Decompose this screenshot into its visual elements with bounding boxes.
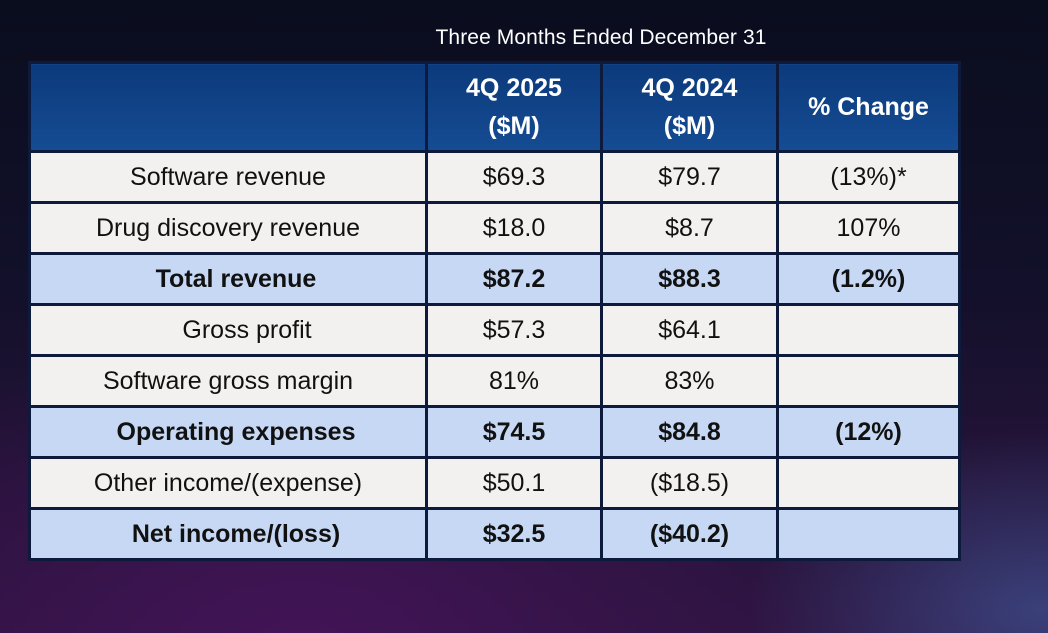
value-percent-change: (12%): [776, 405, 961, 459]
value-4q-2025: 81%: [425, 354, 603, 408]
column-header-unit: ($M): [663, 112, 716, 140]
table-row-total-revenue: Total revenue $87.2 $88.3 (1.2%): [28, 252, 961, 306]
row-label: Other income/(expense): [28, 456, 428, 510]
table-row-software-gross-margin: Software gross margin 81% 83%: [28, 354, 961, 408]
row-label: Software gross margin: [28, 354, 428, 408]
column-header-4q-2024: 4Q 2024 ($M): [600, 61, 779, 153]
table-row-net-income: Net income/(loss) $32.5 ($40.2): [28, 507, 961, 561]
value-percent-change: (13%)*: [776, 150, 961, 204]
column-header-unit: ($M): [488, 112, 540, 140]
column-header-period: % Change: [808, 93, 929, 121]
value-4q-2025: $57.3: [425, 303, 603, 357]
value-4q-2024: $64.1: [600, 303, 779, 357]
header-row: 4Q 2025 ($M) 4Q 2024 ($M) % Change: [28, 61, 961, 153]
column-header-percent-change: % Change: [776, 61, 961, 153]
table-caption: Three Months Ended December 31: [435, 26, 767, 49]
value-percent-change: [776, 507, 961, 561]
column-header-period: 4Q 2025: [466, 74, 562, 102]
value-4q-2024: 83%: [600, 354, 779, 408]
value-4q-2025: $18.0: [425, 201, 603, 255]
value-4q-2024: $84.8: [600, 405, 779, 459]
value-percent-change: [776, 456, 961, 510]
value-4q-2025: $74.5: [425, 405, 603, 459]
header-corner-cell: [28, 61, 428, 153]
table-row-operating-expenses: Operating expenses $74.5 $84.8 (12%): [28, 405, 961, 459]
value-percent-change: [776, 354, 961, 408]
value-percent-change: (1.2%): [776, 252, 961, 306]
value-percent-change: [776, 303, 961, 357]
column-header-period: 4Q 2024: [641, 74, 738, 102]
table-row-other-income: Other income/(expense) $50.1 ($18.5): [28, 456, 961, 510]
value-4q-2025: $50.1: [425, 456, 603, 510]
table-row-gross-profit: Gross profit $57.3 $64.1: [28, 303, 961, 357]
value-4q-2025: $32.5: [425, 507, 603, 561]
table-row-software-revenue: Software revenue $69.3 $79.7 (13%)*: [28, 150, 961, 204]
value-4q-2024: $8.7: [600, 201, 779, 255]
row-label: Drug discovery revenue: [28, 201, 428, 255]
value-4q-2024: $79.7: [600, 150, 779, 204]
row-label: Total revenue: [28, 252, 428, 306]
row-label: Gross profit: [28, 303, 428, 357]
value-4q-2025: $69.3: [425, 150, 603, 204]
value-4q-2024: ($18.5): [600, 456, 779, 510]
column-header-4q-2025: 4Q 2025 ($M): [425, 61, 603, 153]
value-4q-2024: $88.3: [600, 252, 779, 306]
financial-summary-table: 4Q 2025 ($M) 4Q 2024 ($M) % Change Softw…: [28, 61, 961, 561]
row-label: Software revenue: [28, 150, 428, 204]
table-row-drug-discovery-revenue: Drug discovery revenue $18.0 $8.7 107%: [28, 201, 961, 255]
value-4q-2025: $87.2: [425, 252, 603, 306]
row-label: Operating expenses: [28, 405, 428, 459]
row-label: Net income/(loss): [28, 507, 428, 561]
value-percent-change: 107%: [776, 201, 961, 255]
value-4q-2024: ($40.2): [600, 507, 779, 561]
